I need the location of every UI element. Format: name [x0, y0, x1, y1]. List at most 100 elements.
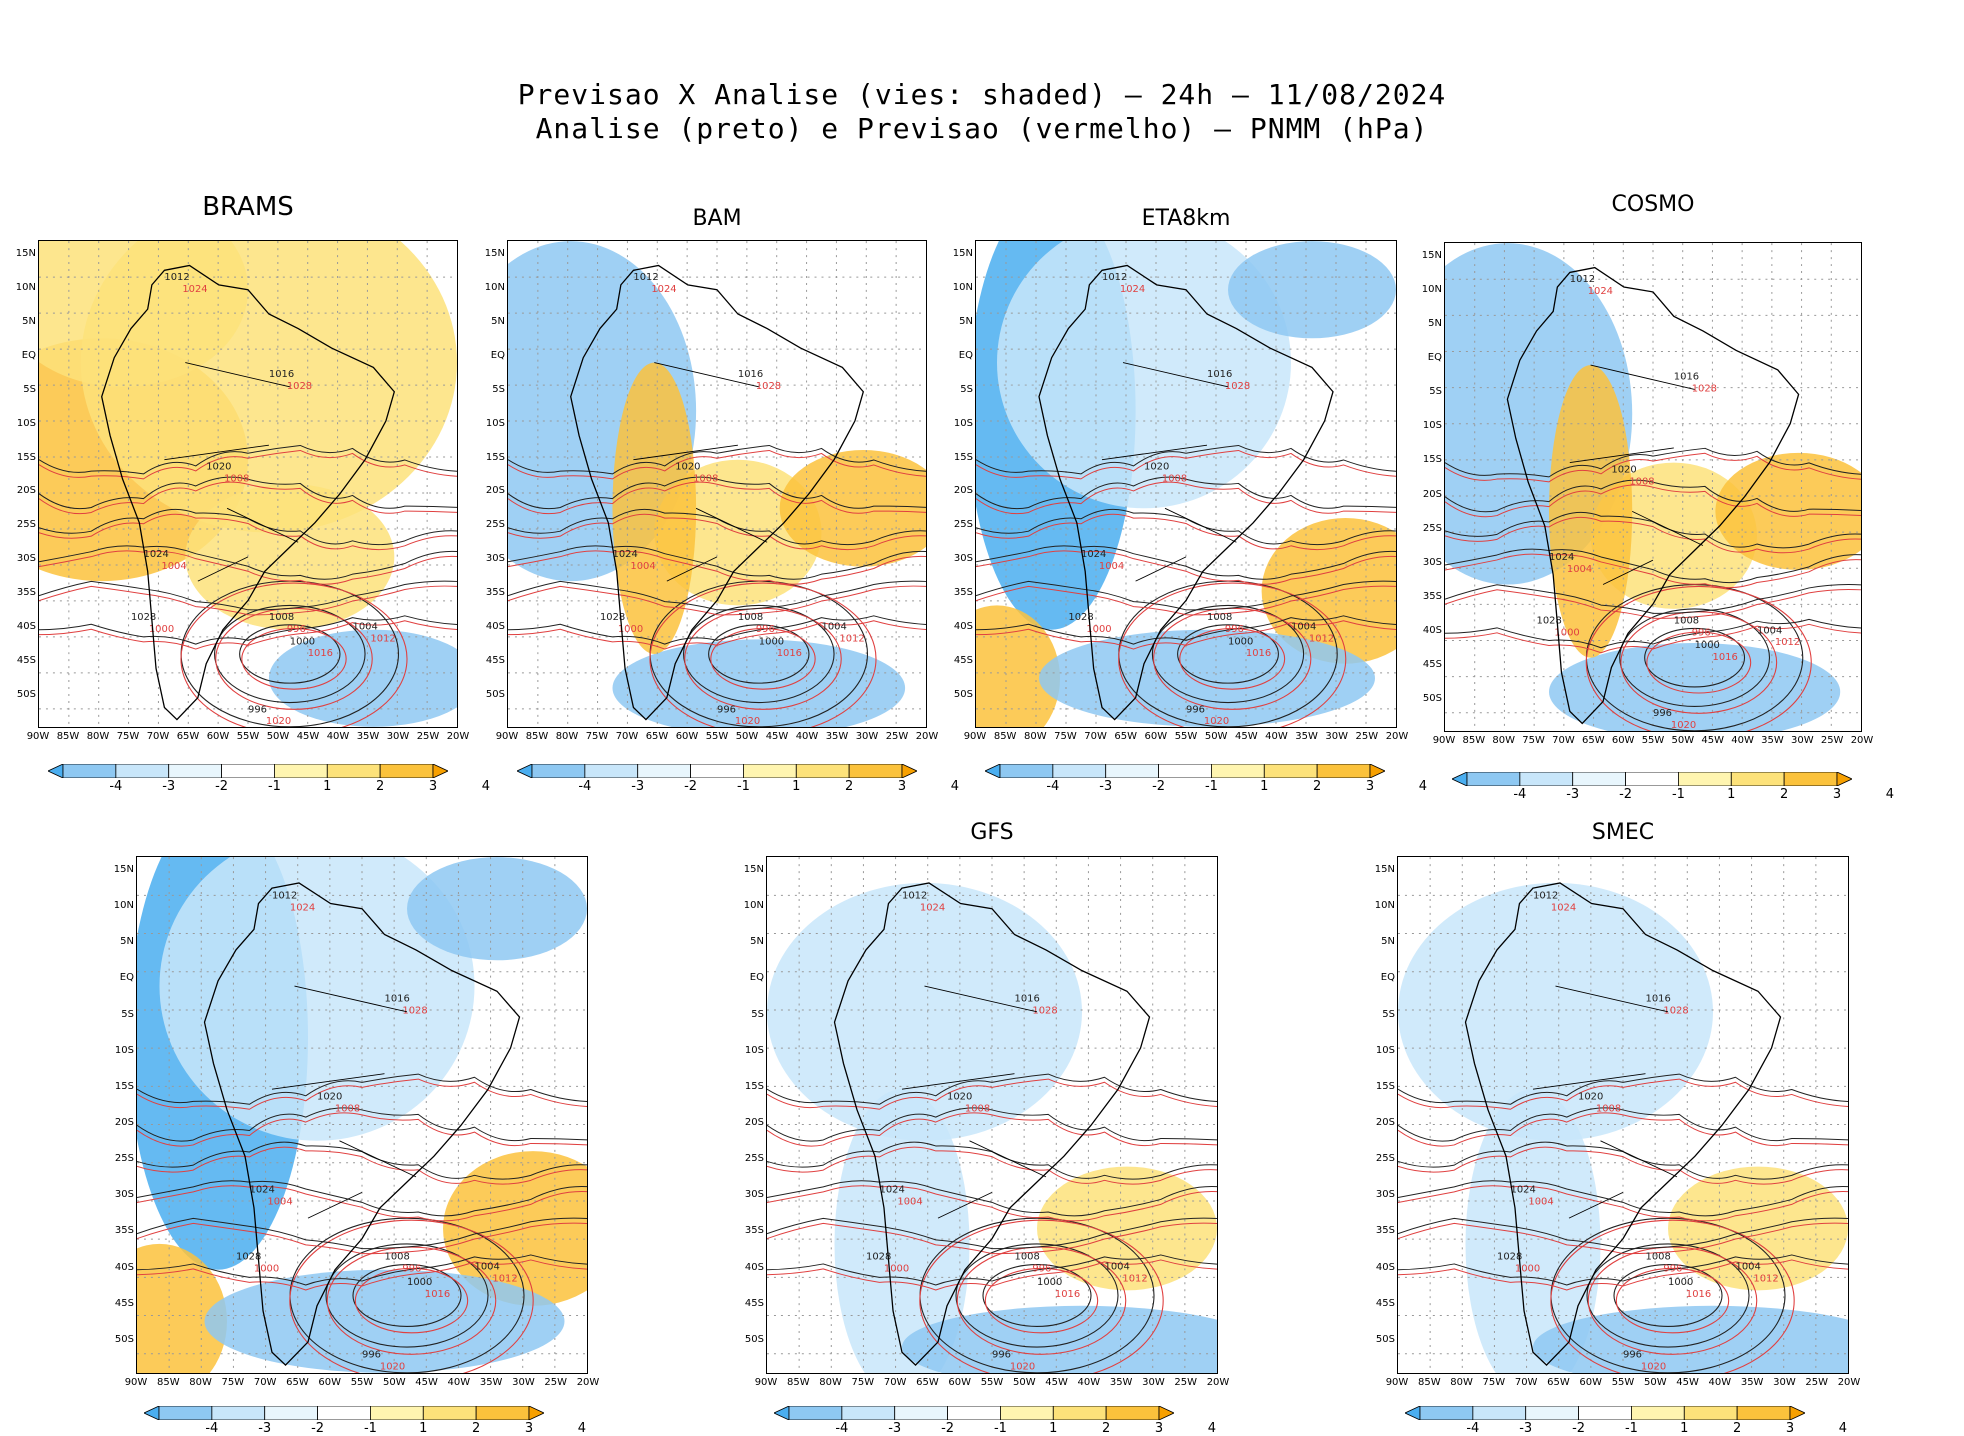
- isobar-label: 1004: [1528, 1196, 1553, 1207]
- isobar-label: 1000: [759, 636, 784, 647]
- forecast-isobar: [976, 481, 1396, 515]
- isobar-label: 996: [1225, 624, 1244, 635]
- colorbar-segment: [743, 764, 797, 778]
- lat-tick-label: 50S: [953, 689, 973, 701]
- isobar-label: 1008: [269, 612, 294, 623]
- isobar-label: 1020: [317, 1092, 342, 1103]
- lat-tick-label: 15N: [484, 248, 505, 259]
- lon-tick-label: 70W: [1084, 731, 1107, 742]
- colorbar-arrow-left: [1405, 1406, 1421, 1420]
- country-border: [1122, 362, 1229, 388]
- colorbar-label: 2: [1780, 787, 1789, 802]
- lon-tick-label: 60W: [1611, 735, 1635, 746]
- lat-tick-label: 25S: [744, 1153, 764, 1165]
- colorbar-label: -3: [1566, 787, 1580, 802]
- colorbar-arrow-right: [432, 764, 448, 778]
- colorbar-label: -1: [363, 1421, 377, 1436]
- lat-tick-label: 15N: [952, 248, 973, 259]
- analysis-isobar: [1445, 447, 1861, 478]
- isobar-label: 1008: [1162, 473, 1187, 484]
- analysis-isobar: [955, 1243, 1119, 1348]
- lat-tick-label: EQ: [119, 972, 134, 984]
- analysis-isobar: [1586, 1243, 1750, 1348]
- lon-tick-label: 90W: [754, 1377, 778, 1388]
- isobar-label: 1016: [1713, 652, 1738, 663]
- isobar-label: 1012: [839, 634, 864, 645]
- lon-tick-label: 50W: [1204, 731, 1228, 742]
- lat-tick-label: 30S: [1375, 1189, 1395, 1201]
- colorbar-segment: [1105, 1406, 1160, 1420]
- isobar-label: 1000: [1695, 640, 1720, 651]
- analysis-isobar: [683, 604, 835, 704]
- isobar-label: 1020: [1611, 464, 1636, 475]
- colorbar-label: 3: [524, 1421, 534, 1436]
- isobar-label: 1024: [1120, 284, 1145, 295]
- bias-shading: [997, 241, 1291, 509]
- isobar-label: 1008: [1596, 1103, 1621, 1114]
- analysis-isobar: [982, 1264, 1092, 1327]
- forecast-isobar: [767, 1078, 1217, 1110]
- lat-tick-label: 5N: [120, 936, 134, 948]
- forecast-isobar: [1398, 1112, 1848, 1147]
- isobar-label: 1028: [1663, 1005, 1688, 1016]
- lat-tick-label: 30S: [1422, 556, 1442, 568]
- lon-tick-label: 85W: [525, 731, 549, 742]
- colorbar-segment: [531, 764, 586, 778]
- country-border: [226, 507, 299, 543]
- isobar-label: 1016: [1015, 994, 1040, 1005]
- colorbar-svg: [517, 764, 917, 778]
- analysis-isobar: [508, 444, 926, 475]
- colorbar-label: 1: [792, 779, 801, 794]
- colorbar-label: 4: [1885, 787, 1894, 802]
- lat-tick-label: 30S: [744, 1189, 764, 1201]
- colorbar-svg: [144, 1406, 544, 1420]
- lat-tick-label: 30S: [16, 553, 36, 565]
- lon-tick-label: 40W: [795, 731, 819, 742]
- lat-tick-label: 15S: [953, 451, 973, 463]
- country-border: [937, 1191, 993, 1219]
- colorbar-label: -4: [1046, 779, 1060, 794]
- analysis-isobar: [1619, 608, 1771, 707]
- colorbar-label: -4: [109, 779, 123, 794]
- isobar-label: 1000: [1554, 627, 1579, 638]
- isobar-label: 1008: [1207, 612, 1232, 623]
- country-border: [1164, 507, 1237, 543]
- colorbar-segment: [1678, 772, 1732, 786]
- forecast-isobar: [1646, 631, 1752, 694]
- analysis-isobar: [767, 1180, 1217, 1217]
- isobar-label: 1020: [1578, 1092, 1603, 1103]
- lon-tick-label: 20W: [1837, 1377, 1861, 1388]
- colorbar-label: -4: [205, 1421, 219, 1436]
- colorbar-segment: [379, 764, 434, 778]
- lat-tick-label: 40S: [1375, 1261, 1395, 1273]
- lat-tick-label: 30S: [485, 553, 505, 565]
- panel-title-COSMO: COSMO: [1611, 192, 1695, 217]
- colorbar-label: -3: [1519, 1421, 1533, 1436]
- forecast-isobar: [976, 585, 1396, 616]
- lat-tick-label: 50S: [16, 689, 36, 701]
- isobar-label: 1012: [633, 272, 658, 283]
- isobar-label: 1028: [287, 381, 312, 392]
- isobar-label: 996: [1653, 708, 1672, 719]
- lat-tick-label: 35S: [16, 587, 36, 599]
- isobar-label: 1016: [1686, 1289, 1711, 1300]
- lon-tick-label: 30W: [1325, 731, 1349, 742]
- isobar-label: 1000: [290, 636, 315, 647]
- isobar-label: 1004: [353, 622, 378, 633]
- isobar-label: 1016: [1246, 648, 1271, 659]
- colorbar-label: 2: [1102, 1421, 1111, 1436]
- colorbar-segment: [1466, 772, 1521, 786]
- isobar-label: 996: [1663, 1263, 1682, 1274]
- isobar-label: 1024: [1551, 902, 1576, 913]
- forecast-isobar: [137, 1078, 587, 1110]
- isobar-label: 996: [248, 704, 267, 715]
- lat-tick-label: 25S: [485, 519, 505, 531]
- colorbar-svg: [774, 1406, 1174, 1420]
- isobar-label: 1004: [267, 1196, 292, 1207]
- colorbar-label: 3: [1785, 1421, 1795, 1436]
- colorbar-label: -2: [215, 779, 229, 794]
- analysis-isobar: [137, 1073, 587, 1105]
- lat-tick-label: 35S: [1375, 1225, 1395, 1237]
- lat-tick-label: EQ: [1380, 972, 1395, 984]
- coastline: [833, 882, 1151, 1366]
